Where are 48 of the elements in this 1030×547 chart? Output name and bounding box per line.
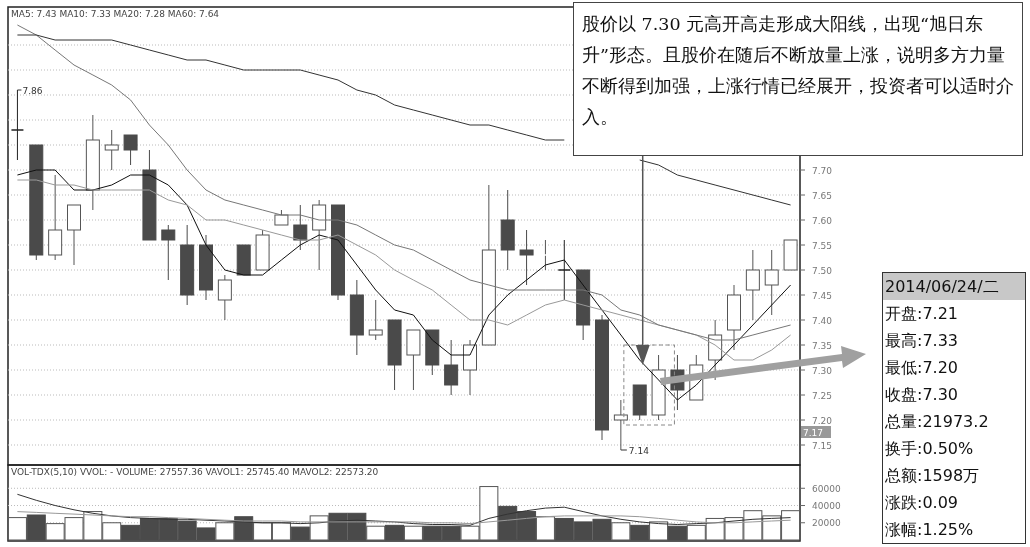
text: 最低:7.20 [884,357,959,379]
y-tick-label: 7.15 [812,440,833,451]
candlestick [745,249,760,321]
candlestick [557,239,572,301]
text: 总额:1598万 [884,465,981,487]
y-tick-label: 7.60 [812,215,833,226]
candlestick [368,299,383,341]
annotation: 7.14 [628,446,650,456]
annotation: 7.86 [22,86,43,96]
y-tick-label: 7.40 [812,315,833,326]
y-tick-label: 7.30 [812,365,833,376]
text: 总量:21973.2 [884,411,990,433]
text: 最高:7.33 [884,330,959,352]
text: 开盘:7.21 [884,303,959,325]
text: 收盘:7.30 [884,384,959,406]
chart-title: MA5: 7.43 MA10: 7.33 MA20: 7.28 MA60: 7.64 [11,9,220,19]
candlestick [613,399,628,451]
line-series [16,179,792,361]
candlestick [161,224,176,281]
text: 换手:0.50% [884,438,975,460]
candlestick [293,204,308,251]
candlestick [519,229,534,286]
chart-title: VOL-TDX(5,10) VVOL: - VOLUME: 27557.36 VAVOL1: 25745.40 MAVOL2: 22573.20 [11,467,379,477]
y-tick-label: 7.25 [812,390,833,401]
text: 涨跌:0.09 [884,492,959,514]
text: 2014/06/24/二 [883,273,1025,300]
line-series [16,169,792,401]
y-tick-label: 7.45 [812,290,833,301]
candlestick [123,134,138,166]
line-series [16,493,792,526]
candlestick [444,339,459,396]
y-tick-label: 7.50 [812,265,833,276]
y-tick-label: 7.20 [812,415,833,426]
candlestick [104,129,119,171]
y-tick-label: 20000 [812,518,841,529]
y-tick-label: 7.55 [812,240,833,251]
y-tick-label: 7.70 [812,165,833,176]
line-series [16,511,792,525]
y-tick-label: 7.65 [812,190,833,201]
annotation: 股价以 7.30 元高开高走形成大阳线，出现“旭日东升”形态。且股价在随后不断放量上涨，说明多方力量不断得到加强，上涨行情已经展开，投资者可以适时介入。 [573,2,1023,156]
candlestick [10,89,25,161]
y-tick-label: 7.35 [812,340,833,351]
y-tick-label: 60000 [812,483,841,494]
y-tick-label: 40000 [812,501,841,512]
text: 涨幅:1.25% [884,519,975,541]
candlestick [217,274,232,321]
candlestick [764,249,779,316]
text: 7.17 [803,428,824,438]
